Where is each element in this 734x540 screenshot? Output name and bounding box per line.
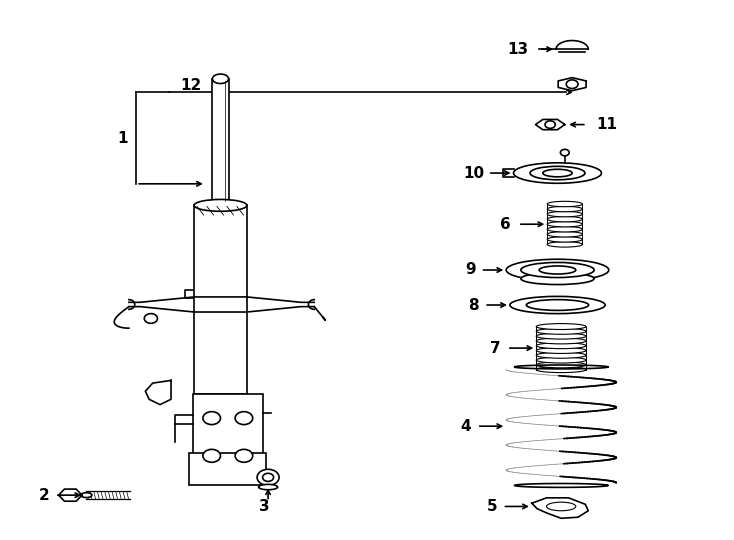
Polygon shape (59, 489, 82, 501)
Ellipse shape (530, 166, 585, 180)
Bar (212, 79, 228, 205)
Ellipse shape (263, 474, 274, 481)
Text: 6: 6 (500, 217, 511, 232)
Ellipse shape (537, 352, 586, 358)
Ellipse shape (521, 262, 594, 278)
Ellipse shape (548, 227, 582, 232)
Ellipse shape (510, 296, 605, 314)
Ellipse shape (514, 163, 601, 183)
Text: 11: 11 (596, 117, 617, 132)
Ellipse shape (543, 169, 572, 177)
Ellipse shape (526, 300, 589, 310)
Ellipse shape (537, 338, 586, 344)
Ellipse shape (537, 362, 586, 368)
Ellipse shape (257, 469, 279, 485)
Ellipse shape (539, 266, 575, 274)
Text: 8: 8 (468, 298, 479, 313)
Ellipse shape (537, 328, 586, 334)
Ellipse shape (537, 333, 586, 339)
Circle shape (545, 121, 556, 129)
Ellipse shape (537, 343, 586, 349)
Ellipse shape (521, 273, 594, 285)
Ellipse shape (81, 492, 92, 497)
Circle shape (561, 150, 569, 156)
Bar (189, 453, 266, 485)
Text: 2: 2 (38, 488, 49, 503)
Ellipse shape (547, 502, 575, 511)
Text: 7: 7 (490, 341, 501, 356)
Ellipse shape (548, 232, 582, 237)
Ellipse shape (212, 74, 228, 84)
Ellipse shape (548, 212, 582, 217)
Text: 3: 3 (259, 500, 270, 515)
Circle shape (566, 80, 578, 89)
Circle shape (203, 449, 220, 462)
Text: 4: 4 (460, 418, 471, 434)
Text: 10: 10 (463, 166, 484, 180)
Text: 13: 13 (507, 42, 528, 57)
Ellipse shape (537, 367, 586, 373)
Bar (194, 205, 247, 394)
Text: 5: 5 (487, 499, 498, 514)
Ellipse shape (548, 242, 582, 247)
Circle shape (145, 314, 158, 323)
Text: 1: 1 (117, 131, 128, 146)
Ellipse shape (548, 206, 582, 212)
Ellipse shape (548, 237, 582, 242)
Circle shape (235, 449, 252, 462)
Ellipse shape (506, 259, 608, 281)
Text: 12: 12 (180, 78, 201, 93)
Circle shape (203, 411, 220, 424)
Ellipse shape (537, 323, 586, 329)
Ellipse shape (537, 348, 586, 354)
Text: 9: 9 (465, 262, 476, 278)
Ellipse shape (194, 199, 247, 211)
Ellipse shape (258, 484, 277, 490)
Bar (193, 394, 263, 464)
Ellipse shape (548, 221, 582, 227)
Ellipse shape (537, 357, 586, 363)
Ellipse shape (548, 201, 582, 207)
Ellipse shape (548, 217, 582, 222)
Circle shape (235, 411, 252, 424)
